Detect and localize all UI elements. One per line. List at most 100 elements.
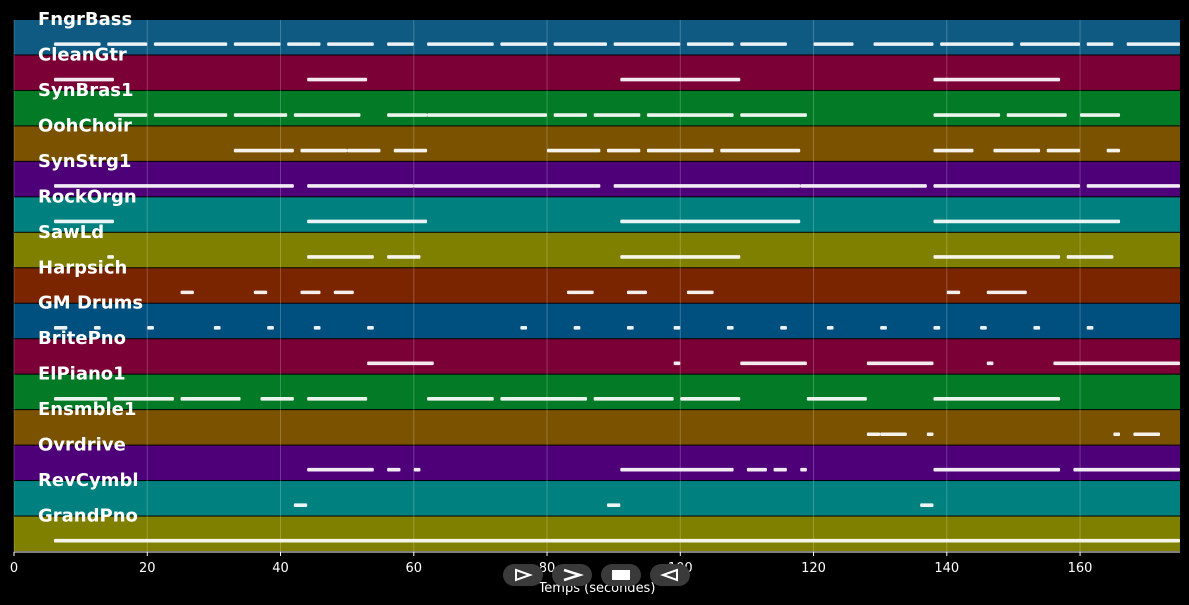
- note-mark: [213, 326, 221, 330]
- track-band: [14, 161, 1180, 197]
- track-label: RockOrgn: [38, 186, 137, 207]
- play-button[interactable]: [503, 564, 543, 586]
- fast-forward-button[interactable]: [552, 564, 592, 586]
- note-mark: [1113, 432, 1121, 437]
- note-mark: [866, 432, 881, 437]
- note-mark: [253, 290, 268, 295]
- track-band: [14, 481, 1180, 516]
- note-mark: [933, 467, 1061, 472]
- track-label: SynBras1: [38, 80, 134, 101]
- note-mark: [980, 326, 987, 330]
- note-mark: [1066, 255, 1114, 259]
- note-mark: [500, 42, 548, 46]
- note-mark: [926, 432, 934, 437]
- note-mark: [1053, 361, 1180, 366]
- note-mark: [547, 148, 601, 153]
- track-band: [14, 55, 1180, 90]
- track-band: [14, 410, 1180, 445]
- note-mark: [53, 396, 108, 401]
- note-mark: [367, 326, 374, 330]
- note-mark: [387, 255, 421, 259]
- note-mark: [933, 219, 1121, 224]
- note-mark: [813, 42, 854, 46]
- note-mark: [986, 361, 994, 366]
- note-mark: [307, 77, 368, 82]
- track-label: SawLd: [38, 222, 104, 243]
- x-tick-label: 20: [139, 561, 156, 576]
- note-mark: [413, 467, 421, 472]
- track-label: ElPiano1: [38, 364, 126, 385]
- note-mark: [53, 184, 294, 188]
- note-mark: [933, 77, 1061, 82]
- note-mark: [933, 396, 1061, 401]
- note-mark: [873, 42, 934, 46]
- note-mark: [686, 290, 714, 295]
- note-mark: [307, 396, 368, 401]
- track-band: [14, 20, 1180, 55]
- note-mark: [300, 148, 348, 153]
- note-mark: [113, 113, 148, 117]
- note-mark: [53, 326, 68, 330]
- note-mark: [1126, 42, 1180, 46]
- note-mark: [107, 255, 114, 259]
- track-band: [14, 445, 1180, 481]
- note-mark: [720, 148, 801, 153]
- note-mark: [427, 42, 494, 46]
- note-mark: [147, 326, 154, 330]
- note-mark: [626, 326, 634, 330]
- note-mark: [347, 148, 381, 153]
- note-mark: [293, 113, 361, 117]
- note-mark: [986, 290, 1027, 295]
- note-mark: [593, 396, 674, 401]
- note-mark: [933, 113, 1001, 117]
- note-mark: [387, 42, 414, 46]
- note-mark: [180, 396, 241, 401]
- track-label: RevCymbl: [38, 470, 139, 491]
- note-mark: [1106, 148, 1121, 153]
- note-mark: [740, 42, 787, 46]
- stop-button[interactable]: [601, 564, 641, 586]
- note-mark: [367, 361, 434, 366]
- note-mark: [387, 113, 428, 117]
- note-mark: [686, 42, 734, 46]
- rewind-button[interactable]: [650, 564, 690, 586]
- note-mark: [553, 42, 607, 46]
- track-label: SynStrg1: [38, 151, 131, 172]
- note-mark: [267, 326, 274, 330]
- note-mark: [313, 326, 321, 330]
- note-mark: [773, 467, 787, 472]
- note-mark: [933, 255, 1061, 259]
- note-mark: [387, 467, 401, 472]
- note-mark: [620, 219, 801, 224]
- note-mark: [806, 396, 867, 401]
- x-tick-label: 0: [10, 561, 18, 576]
- note-mark: [933, 184, 1081, 188]
- note-mark: [180, 290, 194, 295]
- track-band: [14, 232, 1180, 268]
- note-mark: [800, 467, 807, 472]
- play-icon: [515, 568, 533, 582]
- note-mark: [620, 467, 734, 472]
- note-mark: [300, 290, 321, 295]
- note-mark: [1133, 432, 1161, 437]
- note-mark: [613, 184, 801, 188]
- note-mark: [333, 290, 354, 295]
- note-mark: [933, 326, 941, 330]
- note-mark: [573, 326, 581, 330]
- track-band: [14, 303, 1180, 339]
- note-mark: [626, 290, 647, 295]
- track-label: Ovrdrive: [38, 435, 126, 456]
- track-band: [14, 126, 1180, 161]
- note-mark: [53, 219, 114, 224]
- note-mark: [1033, 326, 1041, 330]
- x-tick-label: 140: [934, 561, 959, 576]
- note-mark: [646, 148, 714, 153]
- track-label: Ensmble1: [38, 399, 136, 420]
- note-mark: [413, 184, 601, 188]
- note-mark: [620, 77, 741, 82]
- track-label: BritePno: [38, 328, 126, 349]
- note-mark: [53, 538, 1180, 543]
- note-mark: [880, 432, 907, 437]
- note-mark: [946, 290, 961, 295]
